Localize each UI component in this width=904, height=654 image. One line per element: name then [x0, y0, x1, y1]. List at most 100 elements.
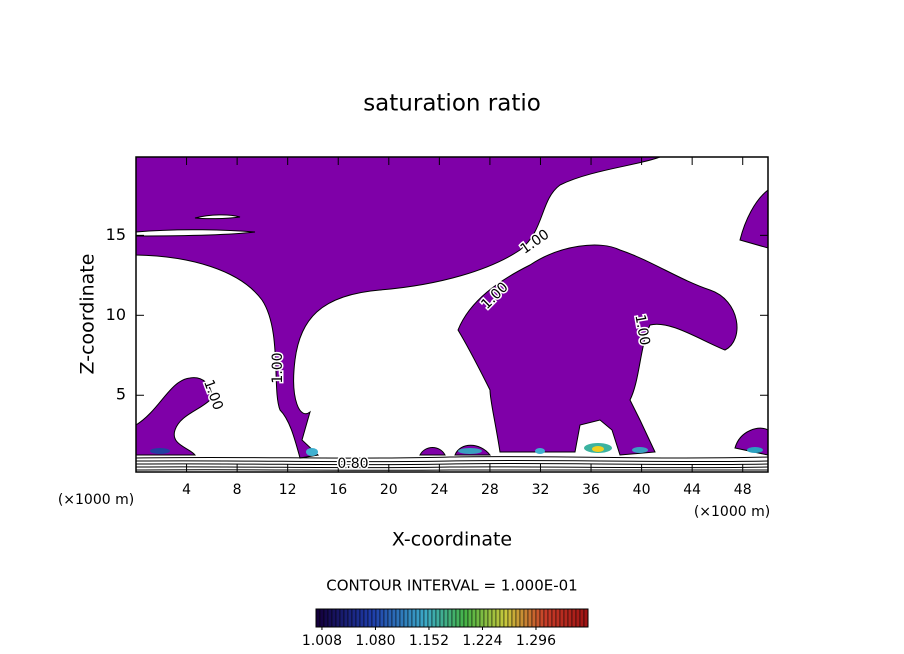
colorbar-cell [447, 608, 453, 628]
x-tick-label: 48 [734, 482, 752, 498]
y-tick-label: 5 [116, 385, 126, 404]
colorbar-cell [583, 608, 589, 628]
colorbar-tick-label: 1.152 [409, 633, 449, 649]
filled-regions [135, 156, 769, 471]
colorbar-cell [391, 608, 397, 628]
colorbar-cell [399, 608, 405, 628]
filled-region [457, 244, 738, 456]
colorbar-cell [479, 608, 485, 628]
colorbar-cell [403, 608, 409, 628]
colorbar-cell [379, 608, 385, 628]
contour-label: 0.80 [337, 456, 368, 472]
colorbar-cell [411, 608, 417, 628]
colorbar-cell [359, 608, 365, 628]
colorbar-cell [395, 608, 401, 628]
x-tick-label: 32 [532, 482, 550, 498]
colorbar-cell [563, 608, 569, 628]
colorbar-cell [511, 608, 517, 628]
x-axis-label: X-coordinate [392, 529, 512, 551]
colorbar-cell [427, 608, 433, 628]
colorbar-cell [507, 608, 513, 628]
plot-frame [135, 156, 769, 473]
clear-streak [135, 214, 256, 237]
colorbar-cell [531, 608, 537, 628]
colorbar-cell [475, 608, 481, 628]
colorbar-cell [383, 608, 389, 628]
colorbar-cell [539, 608, 545, 628]
colorbar-cell [367, 608, 373, 628]
x-tick-label: 8 [233, 482, 242, 498]
x-unit: (×1000 m) [694, 504, 770, 520]
colorbar-tick-label: 1.296 [516, 633, 556, 649]
colorbar-cell [579, 608, 585, 628]
x-tick-label: 40 [633, 482, 651, 498]
colorbar-cell [315, 608, 321, 628]
x-tick-label: 16 [329, 482, 347, 498]
y-axis-label: Z-coordinate [77, 254, 99, 375]
colorbar-cell [371, 608, 377, 628]
colorbar-cell [547, 608, 553, 628]
high-ratio-spots [150, 443, 763, 456]
x-tick-label: 4 [182, 482, 191, 498]
low-contours [135, 456, 769, 471]
annotation: CONTOUR INTERVAL = 1.000E-01 [326, 577, 577, 595]
colorbar-tick-label: 1.080 [355, 633, 395, 649]
colorbar-cell [551, 608, 557, 628]
x-tick-label: 44 [683, 482, 701, 498]
colorbar-cell [351, 608, 357, 628]
colorbar-cell [467, 608, 473, 628]
y-tick-label: 15 [106, 225, 126, 244]
colorbar-cell [435, 608, 441, 628]
colorbar-cell [323, 608, 329, 628]
colorbar-cell [483, 608, 489, 628]
colorbar-cell [355, 608, 361, 628]
y-unit: (×1000 m) [58, 492, 134, 508]
colorbar-cell [523, 608, 529, 628]
filled-region [135, 377, 212, 456]
filled-region [135, 156, 661, 459]
colorbar-cell [575, 608, 581, 628]
colorbar-cell [527, 608, 533, 628]
colorbar-cell [487, 608, 493, 628]
filled-region [419, 188, 769, 456]
colorbar-cell [419, 608, 425, 628]
colorbar-cell [319, 608, 325, 628]
colorbar-cell [339, 608, 345, 628]
colorbar-cell [439, 608, 445, 628]
colorbar-cell [495, 608, 501, 628]
colorbar-cell [451, 608, 457, 628]
colorbar-cell [571, 608, 577, 628]
x-tick-label: 28 [481, 482, 499, 498]
colorbar-cell [559, 608, 565, 628]
colorbar-cell [335, 608, 341, 628]
colorbar-cell [407, 608, 413, 628]
colorbar-cell [555, 608, 561, 628]
colorbar-cell [543, 608, 549, 628]
colorbar-cell [567, 608, 573, 628]
colorbar-cell [503, 608, 509, 628]
colorbar-cell [515, 608, 521, 628]
colorbar-cell [499, 608, 505, 628]
colorbar-cell [347, 608, 353, 628]
contour-label: 1.00 [270, 352, 286, 383]
colorbar-cell [455, 608, 461, 628]
colorbar-cell [519, 608, 525, 628]
y-tick-label: 10 [106, 305, 126, 324]
colorbar-cell [375, 608, 381, 628]
colorbar-cell [463, 608, 469, 628]
chart-title: saturation ratio [363, 91, 541, 117]
colorbar-cell [443, 608, 449, 628]
x-tick-label: 36 [582, 482, 600, 498]
colorbar-cell [431, 608, 437, 628]
colorbar-cell [415, 608, 421, 628]
colorbar-cell [343, 608, 349, 628]
colorbar-cell [387, 608, 393, 628]
colorbar-tick-label: 1.224 [462, 633, 502, 649]
colorbar-tick-label: 1.008 [302, 633, 342, 649]
colorbar-cell [363, 608, 369, 628]
x-tick-label: 12 [279, 482, 297, 498]
x-tick-label: 24 [430, 482, 448, 498]
colorbar-cell [535, 608, 541, 628]
colorbar-cell [491, 608, 497, 628]
